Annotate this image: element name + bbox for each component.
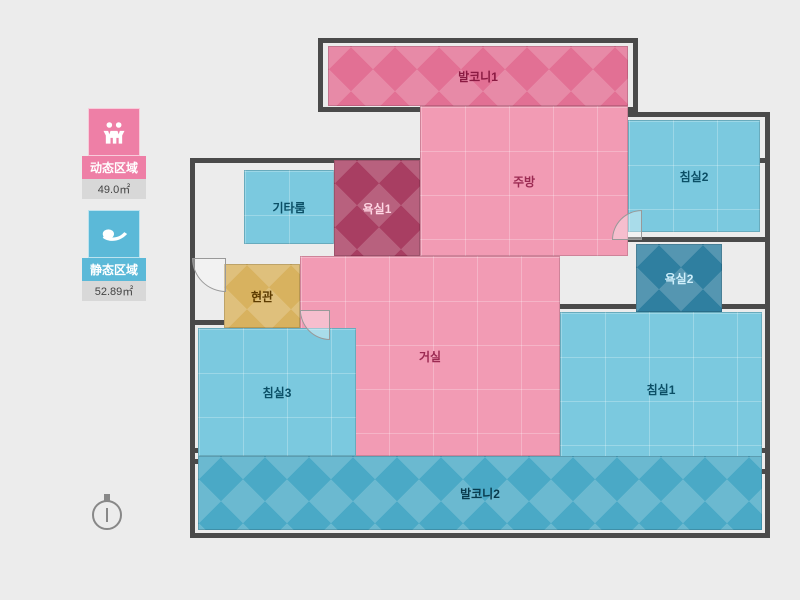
room-other-label: 기타룸 bbox=[272, 199, 305, 216]
room-bath1[interactable]: 욕실1 bbox=[334, 160, 420, 256]
legend-static-icon bbox=[88, 210, 140, 258]
room-bed3[interactable]: 침실3 bbox=[198, 328, 356, 456]
room-balcony1[interactable]: 발코니1 bbox=[328, 46, 628, 106]
room-balcony2[interactable]: 발코니2 bbox=[198, 456, 762, 530]
room-bath2[interactable]: 욕실2 bbox=[636, 244, 722, 312]
door-arc-0 bbox=[192, 258, 226, 292]
room-bath1-label: 욕실1 bbox=[363, 200, 392, 217]
room-bed2[interactable]: 침실2 bbox=[628, 120, 760, 232]
legend-static-value: 52.89㎡ bbox=[82, 281, 146, 301]
room-entry[interactable]: 현관 bbox=[224, 264, 300, 328]
room-entry-label: 현관 bbox=[251, 288, 273, 305]
legend-dynamic-title: 动态区域 bbox=[82, 156, 146, 179]
room-bed3-label: 침실3 bbox=[263, 384, 292, 401]
room-bath2-label: 욕실2 bbox=[665, 270, 694, 287]
room-balcony2-label: 발코니2 bbox=[460, 485, 500, 502]
room-bed1-label: 침실1 bbox=[647, 381, 676, 398]
room-kitchen[interactable]: 주방 bbox=[420, 106, 628, 256]
room-bed2-label: 침실2 bbox=[680, 168, 709, 185]
legend-static-title: 静态区域 bbox=[82, 258, 146, 281]
room-other[interactable]: 기타룸 bbox=[244, 170, 334, 244]
legend-dynamic: 动态区域49.0㎡ bbox=[82, 108, 146, 199]
legend-dynamic-icon bbox=[88, 108, 140, 156]
floorplan-canvas: 动态区域49.0㎡静态区域52.89㎡발코니1주방욕실1기타룸침실2욕실2현관거… bbox=[0, 0, 800, 600]
room-living-label: 거실 bbox=[419, 348, 441, 365]
legend-static: 静态区域52.89㎡ bbox=[82, 210, 146, 301]
room-balcony1-label: 발코니1 bbox=[458, 68, 498, 85]
room-bed1[interactable]: 침실1 bbox=[560, 312, 762, 466]
legend-dynamic-value: 49.0㎡ bbox=[82, 179, 146, 199]
compass-icon bbox=[92, 500, 122, 530]
room-kitchen-label: 주방 bbox=[513, 173, 535, 190]
